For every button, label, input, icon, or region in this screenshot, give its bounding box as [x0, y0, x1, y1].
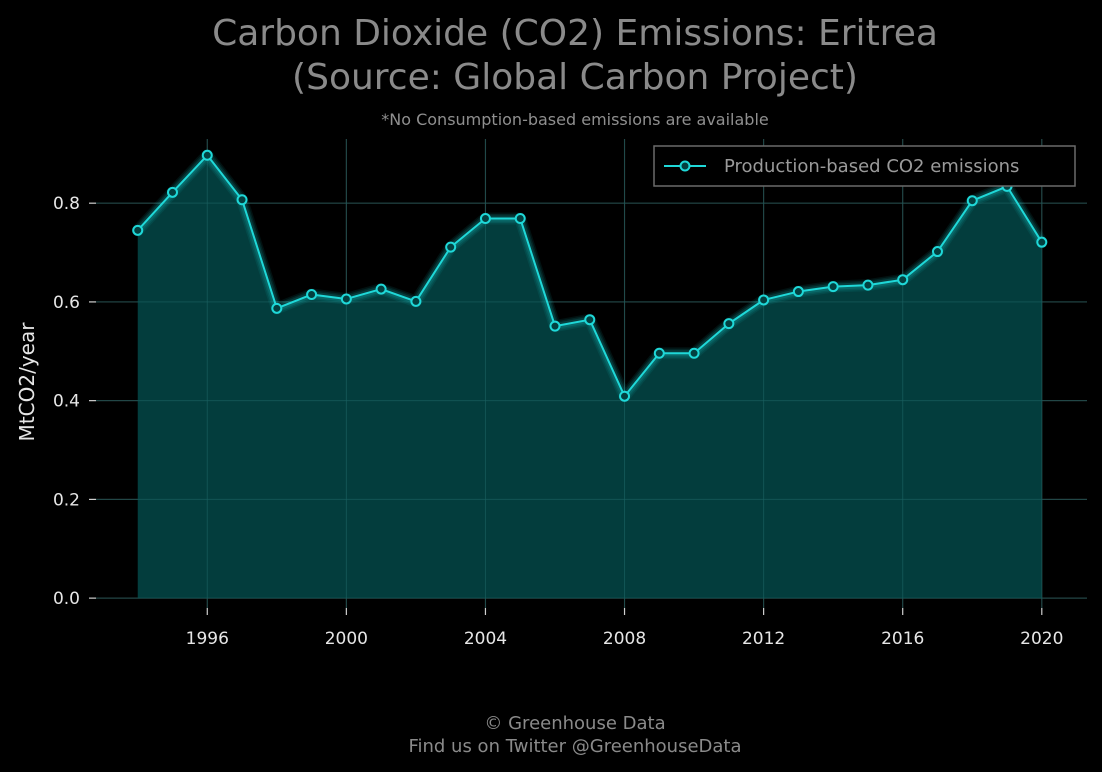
- data-point: [375, 283, 387, 295]
- data-point: [201, 149, 213, 161]
- data-point: [479, 212, 491, 224]
- data-point: [410, 295, 422, 307]
- footer-copyright: © Greenhouse Data: [484, 713, 665, 734]
- data-point: [723, 318, 735, 330]
- y-tick-label: 0.4: [53, 392, 80, 412]
- legend-label: Production-based CO2 emissions: [724, 156, 1019, 177]
- y-axis-title: MtCO2/year: [15, 322, 39, 442]
- chart-title-line1: Carbon Dioxide (CO2) Emissions: Eritrea: [212, 13, 938, 54]
- data-point: [549, 320, 561, 332]
- y-tick-label: 0.2: [53, 490, 80, 510]
- data-point: [236, 194, 248, 206]
- legend: Production-based CO2 emissions: [653, 145, 1076, 187]
- x-tick-label: 2020: [1020, 629, 1063, 649]
- data-point: [306, 289, 318, 301]
- data-point: [340, 293, 352, 305]
- data-point: [931, 246, 943, 258]
- chart-title-line2: (Source: Global Carbon Project): [292, 57, 858, 98]
- data-point: [514, 212, 526, 224]
- x-tick-label: 2004: [464, 629, 507, 649]
- y-tick-label: 0.0: [53, 589, 80, 609]
- data-point: [792, 286, 804, 298]
- data-point: [132, 224, 144, 236]
- y-tick-label: 0.6: [53, 293, 80, 313]
- x-tick-label: 2012: [742, 629, 785, 649]
- data-point: [897, 274, 909, 286]
- data-point: [271, 302, 283, 314]
- data-point: [653, 347, 665, 359]
- x-tick-label: 2016: [881, 629, 924, 649]
- data-point: [688, 347, 700, 359]
- data-point: [166, 186, 178, 198]
- axes-layer: 1996 2000 2004 2008 2012 2016 2020 0.0 0.2 0.4 0.6…: [53, 194, 1063, 649]
- data-point: [619, 390, 631, 402]
- data-point: [445, 241, 457, 253]
- data-point: [758, 294, 770, 306]
- data-point: [1036, 236, 1048, 248]
- footer-twitter: Find us on Twitter @GreenhouseData: [408, 736, 741, 757]
- x-tick-label: 2000: [325, 629, 368, 649]
- legend-point-marker: [679, 160, 691, 172]
- line-layer: [131, 149, 1048, 403]
- legend-box: [653, 145, 1076, 187]
- chart-subtitle: *No Consumption-based emissions are avai…: [381, 110, 769, 129]
- data-point: [966, 195, 978, 207]
- area-fill: [137, 155, 1042, 599]
- data-point: [862, 279, 874, 291]
- x-tick-label: 1996: [186, 629, 229, 649]
- data-point: [827, 281, 839, 293]
- x-tick-label: 2008: [603, 629, 646, 649]
- data-point: [584, 314, 596, 326]
- y-tick-label: 0.8: [53, 194, 80, 214]
- area-layer: [96, 139, 1087, 608]
